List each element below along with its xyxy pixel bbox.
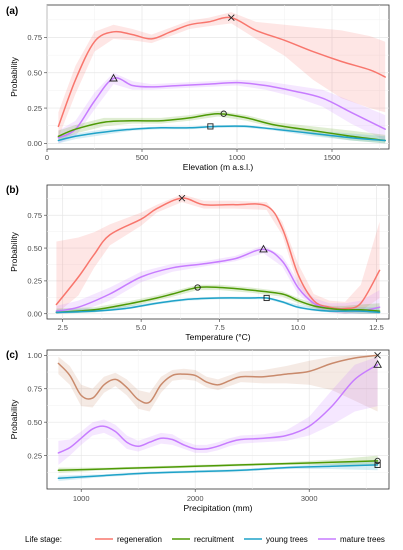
marker-triangle <box>373 359 382 368</box>
legend-label-regeneration: regeneration <box>117 535 162 544</box>
y-tick-label: 0.75 <box>27 384 42 393</box>
y-tick-label: 0.25 <box>27 451 42 460</box>
series-line-regeneration <box>55 197 381 310</box>
marker-triangle <box>259 244 268 253</box>
x-axis-title: Elevation (m a.s.l.) <box>183 162 254 172</box>
panel-label: (a) <box>6 6 18 17</box>
x-tick-label: 2000 <box>187 494 204 503</box>
x-tick-label: 5.0 <box>136 323 146 332</box>
marker-x <box>227 14 235 22</box>
ci-band-regeneration <box>58 355 378 412</box>
legend-label-recruitment: recruitment <box>194 535 235 544</box>
y-tick-label: 0.75 <box>27 33 42 42</box>
series-line-young-trees <box>55 296 381 314</box>
marker-circle <box>194 284 201 291</box>
y-axis-title: Probability <box>9 56 19 96</box>
x-tick-label: 1000 <box>229 153 246 162</box>
x-tick-label: 10.0 <box>291 323 306 332</box>
x-tick-label: 500 <box>136 153 149 162</box>
x-tick-label: 7.5 <box>214 323 224 332</box>
marker-triangle <box>109 73 118 82</box>
ci-band-mature-trees <box>58 72 386 144</box>
marker-square <box>207 123 214 130</box>
x-axis-title: Precipitation (mm) <box>184 503 253 513</box>
ci-band-young-trees <box>58 125 386 144</box>
y-axis-title: Probability <box>9 231 19 271</box>
y-axis-title: Probability <box>9 399 19 439</box>
y-tick-label: 0.00 <box>27 309 42 318</box>
legend: Life stage: regeneration recruitment young … <box>25 535 385 544</box>
y-tick-label: 0.25 <box>27 104 42 113</box>
legend-title: Life stage: <box>25 535 62 544</box>
y-tick-label: 1.00 <box>27 351 42 360</box>
panel-label: (c) <box>6 350 18 361</box>
ci-band-recruitment <box>58 110 386 144</box>
series-line-mature-trees <box>57 77 386 139</box>
series-line-recruitment <box>55 286 381 314</box>
ci-band-mature-trees <box>58 356 378 465</box>
marker-circle <box>220 110 227 117</box>
series-line-young-trees <box>57 464 379 480</box>
x-tick-label: 12.5 <box>369 323 384 332</box>
ci-band-regeneration <box>56 194 380 314</box>
marker-square <box>374 461 381 468</box>
panel-b: 2.5 5.0 7.5 10.0 12.5 0.00 0.25 0.50 0.75 (b) Temp… <box>6 184 390 342</box>
ci-band-mature-trees <box>56 245 380 314</box>
x-tick-label: 1500 <box>324 153 341 162</box>
series-line-recruitment <box>57 460 379 472</box>
series-line-young-trees <box>57 125 386 142</box>
x-tick-label: 2.5 <box>57 323 67 332</box>
legend-label-young-trees: young trees <box>266 535 308 544</box>
x-tick-label: 3000 <box>301 494 318 503</box>
y-tick-label: 0.25 <box>27 277 42 286</box>
y-tick-label: 0.75 <box>27 211 42 220</box>
y-tick-label: 0.50 <box>27 418 42 427</box>
series-line-recruitment <box>57 112 386 142</box>
marker-x <box>178 194 186 202</box>
series-line-regeneration <box>57 354 379 404</box>
panel-label: (b) <box>6 185 19 196</box>
x-axis-title: Temperature (°C) <box>185 332 250 342</box>
x-tick-label: 1000 <box>73 494 90 503</box>
y-tick-label: 0.50 <box>27 244 42 253</box>
ci-band-regeneration <box>58 12 386 138</box>
y-tick-label: 0.50 <box>27 68 42 77</box>
ci-band-young-trees <box>58 459 378 481</box>
legend-label-mature-trees: mature trees <box>340 535 385 544</box>
series-line-mature-trees <box>57 363 379 454</box>
x-tick-label: 0 <box>45 153 49 162</box>
marker-x <box>374 352 381 359</box>
panel-a: 0 500 1000 1500 0.00 0.25 0.50 0.75 (a) Elevation… <box>6 4 390 172</box>
series-line-regeneration <box>57 16 386 128</box>
y-tick-label: 0.00 <box>27 139 42 148</box>
marker-circle <box>374 457 381 465</box>
panel-c: 1000 2000 3000 0.25 0.50 0.75 1.00 (c) Precipita… <box>6 349 390 513</box>
marker-square <box>263 294 270 302</box>
